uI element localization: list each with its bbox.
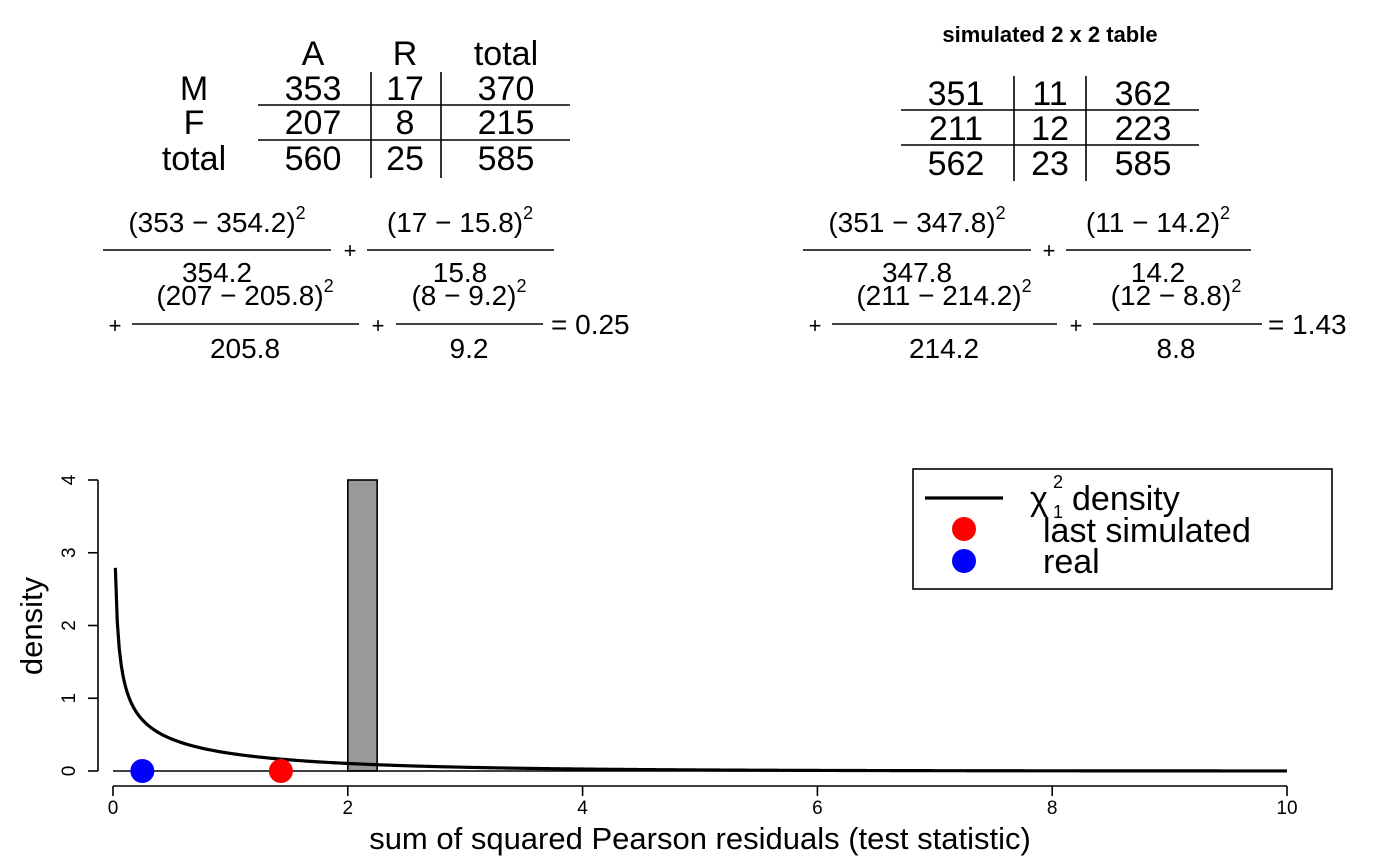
col-header-r: R xyxy=(393,35,418,73)
y-tick-label: 4 xyxy=(59,474,80,485)
legend-label: real xyxy=(1043,543,1100,581)
fraction-numerator: (353 − 354.2)2 xyxy=(128,203,305,238)
x-tick-label: 4 xyxy=(577,798,588,819)
plus-sign: + xyxy=(1043,238,1056,263)
fraction-denominator: 205.8 xyxy=(210,333,280,364)
fraction-denominator: 354.2 xyxy=(182,257,252,288)
row-label-f: F xyxy=(184,104,205,142)
x-axis: 0 2 4 6 8 10 xyxy=(108,785,1298,819)
fraction-denominator: 8.8 xyxy=(1157,333,1196,364)
row-label-m: M xyxy=(180,70,208,108)
y-axis: 0 1 2 3 4 xyxy=(59,474,99,777)
point-real xyxy=(130,759,155,783)
observed-table: A R total M F total 353 17 370 207 8 215… xyxy=(162,35,570,178)
table-cell: 207 xyxy=(285,104,342,142)
legend-point-swatch xyxy=(952,517,976,541)
formula-result: = 0.25 xyxy=(551,309,630,340)
point-last-simulated xyxy=(268,759,293,783)
fraction-denominator: 347.8 xyxy=(882,257,952,288)
table-cell: 362 xyxy=(1115,75,1172,113)
legend-box xyxy=(912,468,1333,590)
table-cell: 211 xyxy=(929,110,983,148)
histogram-bars xyxy=(346,479,378,772)
table-cell: 12 xyxy=(1031,110,1069,148)
x-tick-label: 8 xyxy=(1047,798,1058,819)
table-cell: 351 xyxy=(928,75,985,113)
y-tick-label: 2 xyxy=(59,620,80,631)
histogram-bar xyxy=(346,479,378,772)
fraction-numerator: (351 − 347.8)2 xyxy=(828,203,1005,238)
x-tick-label: 10 xyxy=(1276,798,1297,819)
fraction-numerator: (8 − 9.2)2 xyxy=(411,276,526,311)
fraction-denominator: 214.2 xyxy=(909,333,979,364)
table-cell: 560 xyxy=(285,140,342,178)
fraction-denominator: 15.8 xyxy=(433,257,488,288)
col-header-a: A xyxy=(302,35,325,73)
legend-point-swatch xyxy=(952,549,976,573)
y-tick-label: 0 xyxy=(59,766,80,777)
table-cell: 17 xyxy=(386,70,424,108)
table-cell: 11 xyxy=(1032,75,1067,113)
legend-label: χ 2 1 density xyxy=(1030,472,1180,522)
y-tick-label: 3 xyxy=(59,547,80,558)
table-cell: 353 xyxy=(285,70,342,108)
table-cell: 370 xyxy=(478,70,535,108)
legend: χ 2 1 density last simulated real xyxy=(912,468,1333,590)
plus-sign: + xyxy=(344,238,357,263)
table-cell: 562 xyxy=(928,145,985,183)
simulated-formula: (351 − 347.8)2 347.8 + (11 − 14.2)2 14.2… xyxy=(803,203,1347,364)
simulated-title: simulated 2 x 2 table xyxy=(942,22,1157,47)
table-cell: 585 xyxy=(1115,145,1172,183)
x-tick-label: 6 xyxy=(812,798,823,819)
x-axis-label: sum of squared Pearson residuals (test s… xyxy=(369,821,1031,856)
table-cell: 223 xyxy=(1115,110,1172,148)
legend-label: last simulated xyxy=(1043,512,1251,550)
plus-sign: + xyxy=(1070,313,1083,338)
x-tick-label: 0 xyxy=(108,798,119,819)
y-tick-label: 1 xyxy=(59,693,80,704)
fraction-numerator: (12 − 8.8)2 xyxy=(1111,276,1242,311)
x-tick-label: 2 xyxy=(343,798,354,819)
plus-sign: + xyxy=(809,313,822,338)
simulated-table: simulated 2 x 2 table 351 11 362 211 12 … xyxy=(901,22,1199,183)
row-label-total: total xyxy=(162,140,226,178)
table-cell: 23 xyxy=(1031,145,1069,183)
table-cell: 25 xyxy=(386,140,424,178)
table-cell: 215 xyxy=(478,104,535,142)
fraction-numerator: (211 − 214.2)2 xyxy=(856,276,1031,311)
formula-result: = 1.43 xyxy=(1268,309,1347,340)
fraction-numerator: (207 − 205.8)2 xyxy=(156,276,333,311)
histogram-chart: 0 2 4 6 8 10 0 1 2 3 4 sum of squared Pearson res… xyxy=(14,474,1298,856)
table-cell: 8 xyxy=(396,104,415,142)
table-cell: 585 xyxy=(478,140,535,178)
fraction-denominator: 9.2 xyxy=(450,333,489,364)
fraction-numerator: (17 − 15.8)2 xyxy=(387,203,533,238)
y-axis-label: density xyxy=(14,576,49,675)
plus-sign: + xyxy=(109,313,122,338)
plus-sign: + xyxy=(372,313,385,338)
fraction-numerator: (11 − 14.2)2 xyxy=(1086,203,1230,238)
fraction-denominator: 14.2 xyxy=(1131,257,1186,288)
col-header-total: total xyxy=(474,35,538,73)
observed-formula: (353 − 354.2)2 354.2 + (17 − 15.8)2 15.8… xyxy=(103,203,630,364)
data-points xyxy=(130,759,293,783)
chi-square-density-curve xyxy=(113,567,1287,773)
